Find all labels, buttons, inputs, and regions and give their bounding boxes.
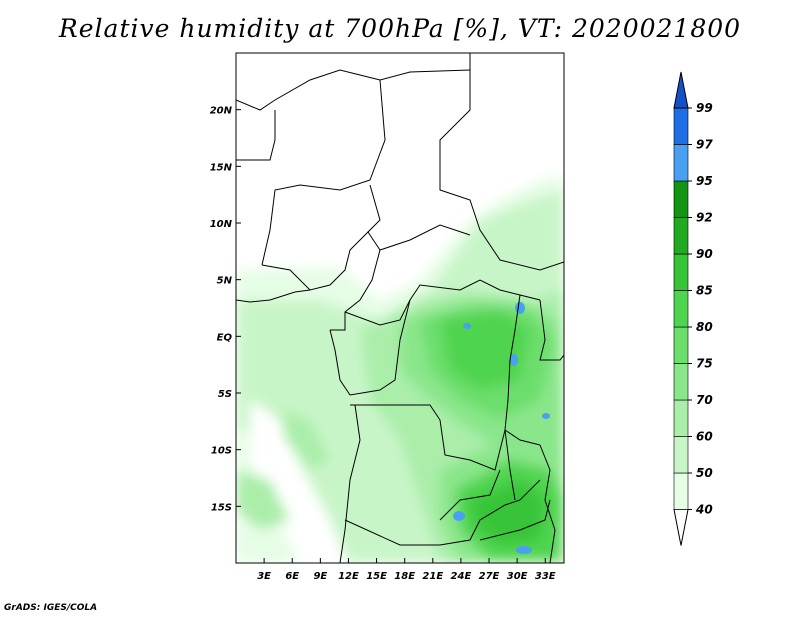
colorbar-segment <box>673 180 689 218</box>
colorbar-segment <box>673 399 689 437</box>
colorbar-label: 70 <box>696 393 713 407</box>
x-tick-label: 30E <box>507 571 528 582</box>
colorbar-label: 60 <box>696 430 713 444</box>
x-tick-label: 12E <box>338 571 359 582</box>
colorbar-segment <box>673 253 689 291</box>
colorbar-label: 40 <box>695 503 713 517</box>
y-tick-label: 15S <box>211 502 232 513</box>
y-tick-label: 10N <box>210 219 233 230</box>
colorbar-segment <box>673 290 689 328</box>
colorbar-label: 80 <box>696 320 713 334</box>
credit-label: GrADS: IGES/COLA <box>4 603 98 613</box>
x-axis-ticks: 3E 6E 9E 12E 15E 18E 21E 24E 27E 30E 33E <box>257 558 556 582</box>
map-title: Relative humidity at 700hPa [%], VT: 202… <box>58 14 742 43</box>
y-tick-label: EQ <box>217 332 233 343</box>
map-frame <box>235 52 565 564</box>
colorbar-label: 50 <box>696 466 713 480</box>
x-tick-label: 27E <box>479 571 500 582</box>
colorbar-segment <box>673 107 689 145</box>
y-tick-label: 15N <box>210 162 233 173</box>
colorbar-label: 75 <box>696 357 713 371</box>
colorbar-lower-triangle <box>673 509 689 546</box>
colorbar-segment <box>673 144 689 182</box>
y-axis-ticks: 20N 15N 10N 5N EQ 5S 10S 15S <box>210 106 241 513</box>
y-tick-label: 10S <box>211 446 232 457</box>
x-tick-label: 24E <box>451 571 472 582</box>
x-tick-label: 6E <box>285 571 299 582</box>
x-tick-label: 18E <box>394 571 415 582</box>
humidity-field <box>236 53 564 563</box>
colorbar-label: 92 <box>696 211 713 225</box>
colorbar: 40 50 60 70 75 80 85 90 92 95 97 99 <box>673 71 713 546</box>
colorbar-segment <box>673 326 689 364</box>
x-tick-label: 9E <box>313 571 327 582</box>
y-tick-label: 5S <box>218 389 232 400</box>
colorbar-upper-triangle <box>673 71 689 109</box>
country-borders <box>236 53 564 563</box>
x-tick-label: 3E <box>257 571 271 582</box>
x-tick-label: 15E <box>366 571 387 582</box>
x-tick-label: 21E <box>422 571 443 582</box>
colorbar-label: 85 <box>696 284 713 298</box>
colorbar-label: 90 <box>696 247 713 261</box>
colorbar-segment <box>673 436 689 474</box>
colorbar-label: 95 <box>696 174 713 188</box>
colorbar-segment <box>673 217 689 255</box>
colorbar-label: 99 <box>696 101 713 115</box>
colorbar-segment <box>673 363 689 401</box>
x-tick-label: 33E <box>535 571 556 582</box>
y-tick-label: 5N <box>217 276 233 287</box>
y-tick-label: 20N <box>210 106 233 117</box>
colorbar-label: 97 <box>696 138 713 152</box>
colorbar-segment <box>673 472 689 510</box>
